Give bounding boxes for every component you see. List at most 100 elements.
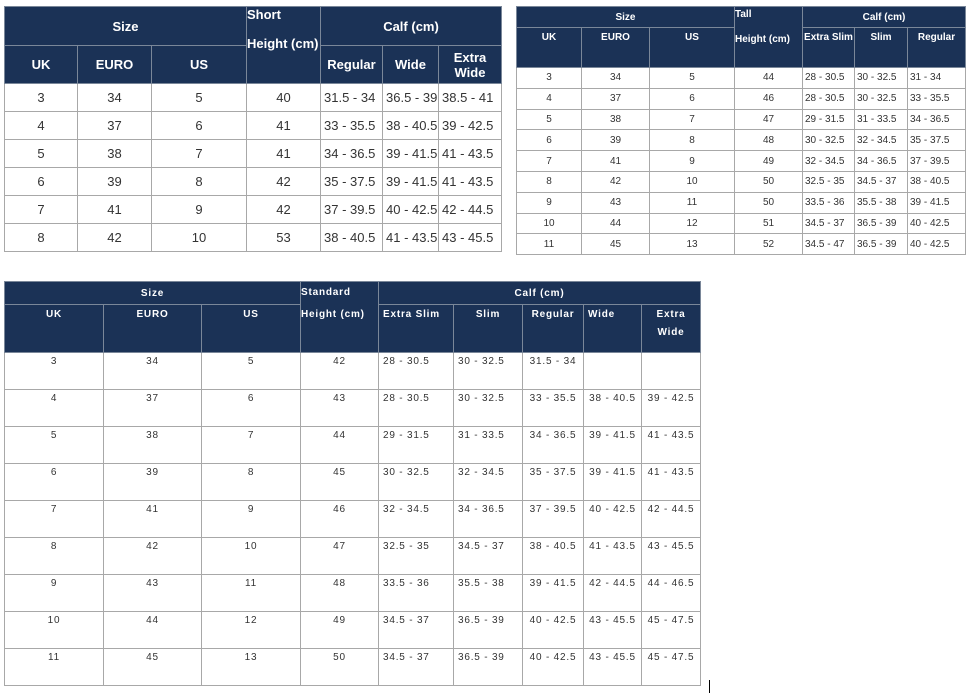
table-cell: 37	[103, 389, 202, 427]
header-row-columns: UK EURO US Extra Slim Slim Regular Wide Extra W…	[4, 304, 701, 353]
column-header-euro: EURO	[77, 45, 152, 84]
table-cell: 32 - 34.5	[854, 129, 908, 152]
table-cell: 38 - 40.5	[320, 223, 383, 252]
column-header-uk: UK	[516, 27, 582, 68]
table-cell: 45 - 47.5	[641, 611, 701, 649]
column-header-calf-regular: Regular	[320, 45, 383, 84]
table-cell: 41 - 43.5	[583, 537, 642, 575]
table-cell: 6	[4, 167, 78, 196]
calf-group-header: Calf (cm)	[320, 6, 502, 46]
calf-group-header: Calf (cm)	[802, 6, 966, 28]
table-cell: 39 - 42.5	[641, 389, 701, 427]
table-cell: 28 - 30.5	[802, 87, 855, 110]
table-cell: 10	[201, 537, 301, 575]
text-cursor	[709, 680, 710, 693]
table-row: 5 38 7 44 29 - 31.5 31 - 33.5 34 - 36.5 39 - 41…	[4, 426, 701, 464]
table-cell: 4	[516, 87, 582, 110]
table-cell: 7	[4, 500, 104, 538]
table-cell: 44 - 46.5	[641, 574, 701, 612]
table-cell: 43 - 45.5	[438, 223, 502, 252]
table-cell: 40 - 42.5	[583, 500, 642, 538]
table-cell: 47	[300, 537, 379, 575]
table-cell: 32 - 34.5	[802, 150, 855, 172]
header-row-groups: Size Tall Height (cm) Calf (cm)	[516, 6, 966, 68]
table-cell: 39	[103, 463, 202, 501]
table-cell: 37	[77, 111, 152, 140]
table-cell: 34.5 - 37	[802, 212, 855, 235]
table-cell: 42 - 44.5	[583, 574, 642, 612]
table-row: 3 34 5 40 31.5 - 34 36.5 - 39 38.5 - 41	[4, 83, 502, 112]
table-cell: 52	[734, 233, 803, 256]
table-cell: 39 - 41.5	[382, 139, 439, 168]
table-cell: 42	[581, 170, 650, 193]
table-cell: 29 - 31.5	[378, 426, 454, 464]
column-header-calf-regular: Regular	[522, 304, 584, 353]
table-cell: 9	[151, 195, 247, 224]
size-group-header: Size	[4, 281, 301, 305]
table-cell: 36.5 - 39	[382, 83, 439, 112]
table-cell: 34.5 - 37	[453, 537, 523, 575]
tall-size-chart-table: Size Tall Height (cm) Calf (cm) UK EURO US Extr…	[516, 6, 966, 256]
table-cell: 11	[201, 574, 301, 612]
table-cell: 40 - 42.5	[382, 195, 439, 224]
table-row: 4 37 6 46 28 - 30.5 30 - 32.5 33 - 35.5	[516, 87, 966, 110]
table-cell: 34 - 36.5	[854, 150, 908, 172]
table-cell: 33 - 35.5	[522, 389, 584, 427]
column-header-calf-extra-slim: Extra Slim	[378, 304, 454, 353]
height-header-unit: Height (cm)	[735, 34, 791, 45]
table-cell: 29 - 31.5	[802, 108, 855, 131]
table-cell: 43 - 45.5	[641, 537, 701, 575]
column-header-us: US	[151, 45, 247, 84]
table-cell: 34 - 36.5	[522, 426, 584, 464]
table-cell: 9	[201, 500, 301, 538]
table-cell: 49	[734, 150, 803, 172]
table-cell: 42 - 44.5	[438, 195, 502, 224]
table-cell: 30 - 32.5	[453, 389, 523, 427]
table-row: 7 41 9 46 32 - 34.5 34 - 36.5 37 - 39.5 40 - 42…	[4, 500, 701, 538]
table-cell: 49	[300, 611, 379, 649]
table-cell: 41 - 43.5	[382, 223, 439, 252]
height-header-type: Standard	[301, 287, 351, 298]
table-cell: 41	[103, 500, 202, 538]
table-cell: 42	[300, 352, 379, 390]
table-cell: 9	[649, 150, 735, 172]
table-cell: 4	[4, 111, 78, 140]
header-row-columns: UK EURO US Extra Slim Slim Regular	[516, 27, 966, 68]
table-cell: 8	[4, 223, 78, 252]
table-cell: 38 - 40.5	[583, 389, 642, 427]
table-cell: 12	[649, 212, 735, 235]
table-cell: 44	[734, 67, 803, 89]
table-cell: 38	[77, 139, 152, 168]
column-header-calf-regular: Regular	[907, 27, 966, 68]
column-header-calf-wide: Wide	[583, 304, 642, 353]
height-header-unit: Height (cm)	[247, 36, 319, 51]
height-header-type: Tall	[735, 9, 752, 20]
table-cell: 9	[4, 574, 104, 612]
table-cell: 36.5 - 39	[453, 611, 523, 649]
table-cell: 35 - 37.5	[320, 167, 383, 196]
table-cell: 35.5 - 38	[453, 574, 523, 612]
table-cell: 7	[516, 150, 582, 172]
table-cell: 3	[4, 352, 104, 390]
table-cell: 40 - 42.5	[907, 212, 966, 235]
table-row: 5 38 7 41 34 - 36.5 39 - 41.5 41 - 43.5	[4, 139, 502, 168]
table-cell: 35.5 - 38	[854, 191, 908, 214]
table-cell: 5	[649, 67, 735, 89]
table-cell: 34 - 36.5	[320, 139, 383, 168]
table-row: 8 42 10 53 38 - 40.5 41 - 43.5 43 - 45.5	[4, 223, 502, 252]
table-cell: 41	[581, 150, 650, 172]
table-cell: 50	[300, 648, 379, 686]
table-cell: 5	[151, 83, 247, 112]
table-cell: 39 - 41.5	[583, 463, 642, 501]
table-cell: 30 - 32.5	[854, 67, 908, 89]
table-cell: 46	[300, 500, 379, 538]
table-cell: 46	[734, 87, 803, 110]
table-body: 3 34 5 40 31.5 - 34 36.5 - 39 38.5 - 41 4 37 6 41 3…	[4, 83, 502, 252]
table-cell: 44	[581, 212, 650, 235]
table-cell: 41	[246, 139, 321, 168]
table-cell: 35 - 37.5	[522, 463, 584, 501]
column-header-calf-wide: Wide	[382, 45, 439, 84]
table-cell: 3	[4, 83, 78, 112]
table-cell: 50	[734, 170, 803, 193]
table-cell: 10	[151, 223, 247, 252]
